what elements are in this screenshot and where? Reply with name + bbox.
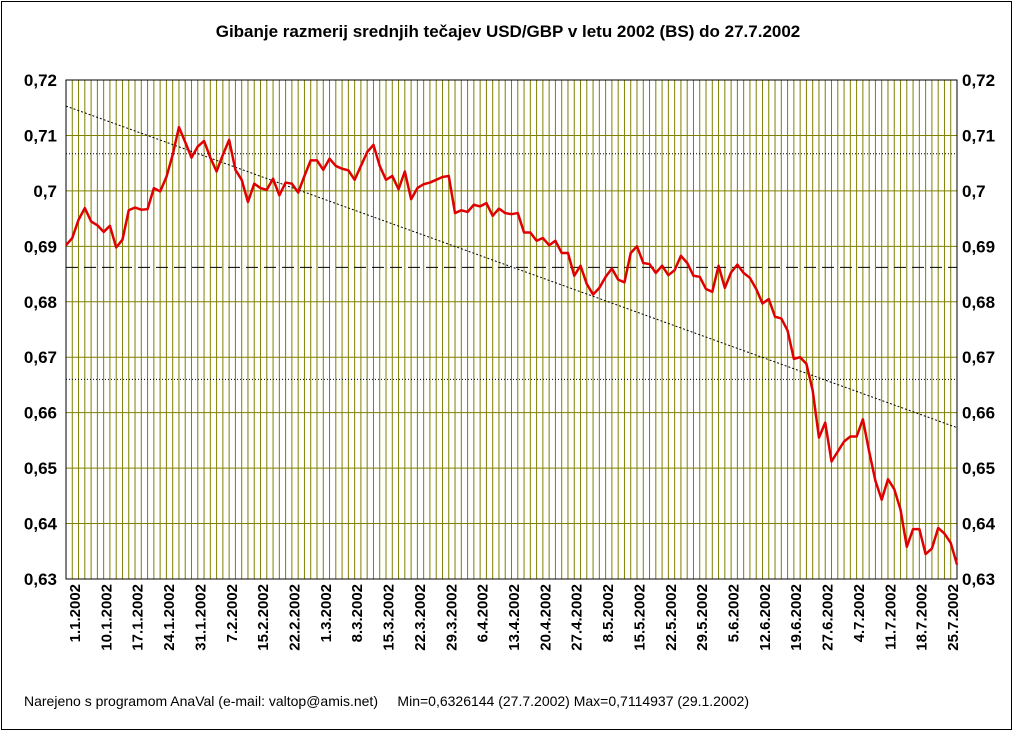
x-tick-label: 7.2.2002	[224, 584, 241, 642]
y-tick-label-left: 0,67	[24, 348, 57, 367]
x-tick-label: 8.3.2002	[349, 584, 366, 642]
x-tick-label: 5.6.2002	[726, 584, 743, 642]
y-tick-label-left: 0,66	[24, 404, 57, 423]
y-tick-label-left: 0,69	[24, 237, 57, 256]
x-tick-label: 29.3.2002	[443, 584, 460, 651]
x-tick-label: 10.1.2002	[98, 584, 115, 651]
grid-lines	[65, 79, 958, 580]
y-tick-label-right: 0,67	[962, 348, 995, 367]
x-tick-label: 27.6.2002	[820, 584, 837, 651]
y-tick-label-right: 0,72	[962, 71, 995, 90]
x-tick-label: 19.6.2002	[788, 584, 805, 651]
x-tick-label: 18.7.2002	[914, 584, 931, 651]
x-tick-label: 22.3.2002	[412, 584, 429, 651]
x-tick-label: 12.6.2002	[757, 584, 774, 651]
y-tick-label-right: 0,68	[962, 293, 995, 312]
series-line	[65, 125, 959, 565]
x-tick-label: 17.1.2002	[130, 584, 147, 651]
x-tick-label: 27.4.2002	[569, 584, 586, 651]
y-tick-label-right: 0,69	[962, 237, 995, 256]
chart-title: Gibanje razmerij srednjih tečajev USD/GB…	[215, 22, 801, 41]
x-tick-label: 22.2.2002	[287, 584, 304, 651]
y-tick-label-right: 0,63	[962, 570, 995, 589]
x-tick-label: 1.3.2002	[318, 584, 335, 642]
y-tick-label-right: 0,64	[962, 515, 996, 534]
y-tick-label-left: 0,7	[33, 182, 57, 201]
x-tick-label: 24.1.2002	[161, 584, 178, 651]
x-tick-label: 20.4.2002	[537, 584, 554, 651]
y-tick-label-right: 0,71	[962, 126, 995, 145]
x-tick-label: 15.5.2002	[631, 584, 648, 651]
y-tick-label-right: 0,7	[962, 182, 986, 201]
y-axis-right: 0,72 0,71 0,7 0,69 0,68 0,67 0,66 0,65 0,64 0,63	[962, 71, 996, 589]
x-tick-label: 31.1.2002	[192, 584, 209, 651]
x-tick-label: 25.7.2002	[945, 584, 962, 651]
y-axis-left: 0,72 0,71 0,7 0,69 0,68 0,67 0,66 0,65 0,64 0,63	[24, 71, 58, 589]
y-tick-label-left: 0,72	[24, 71, 57, 90]
x-tick-label: 6.4.2002	[475, 584, 492, 642]
x-tick-label: 8.5.2002	[600, 584, 617, 642]
y-tick-label-left: 0,65	[24, 459, 57, 478]
x-tick-label: 22.5.2002	[663, 584, 680, 651]
x-tick-label: 29.5.2002	[694, 584, 711, 651]
chart-footer: Narejeno s programom AnaVal (e-mail: val…	[24, 693, 749, 709]
x-tick-label: 11.7.2002	[882, 584, 899, 650]
y-tick-label-right: 0,65	[962, 459, 995, 478]
x-tick-label: 15.2.2002	[255, 584, 272, 651]
x-tick-label: 15.3.2002	[381, 584, 398, 651]
plot-border	[65, 79, 958, 580]
series-layer	[65, 125, 959, 565]
y-tick-label-right: 0,66	[962, 404, 995, 423]
y-tick-label-left: 0,64	[24, 515, 58, 534]
y-tick-label-left: 0,71	[24, 126, 57, 145]
x-tick-label: 13.4.2002	[506, 584, 523, 651]
y-tick-label-left: 0,63	[24, 570, 57, 589]
x-axis: 1.1.2002 10.1.2002 17.1.2002 24.1.2002 31.1.…	[67, 584, 962, 651]
x-tick-label: 1.1.2002	[67, 584, 84, 642]
y-tick-label-left: 0,68	[24, 293, 57, 312]
x-tick-label: 4.7.2002	[851, 584, 868, 642]
